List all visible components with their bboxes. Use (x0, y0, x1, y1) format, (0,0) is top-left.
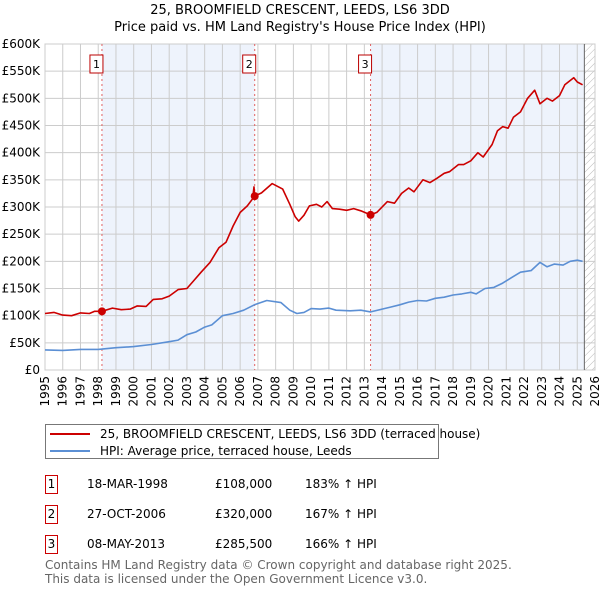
legend-line-red (50, 433, 90, 435)
table-row: 2 27-OCT-2006 £320,000 167% ↑ HPI (45, 505, 545, 525)
x-tick-label: 2021 (499, 376, 513, 407)
x-tick-label: 2025 (570, 376, 584, 407)
x-tick-label: 2023 (535, 376, 549, 407)
legend-line-blue (50, 450, 90, 452)
plot-border (44, 43, 596, 371)
sale-number-badge: 3 (45, 535, 58, 554)
x-tick-label: 1995 (38, 376, 52, 407)
x-tick-label: 2007 (251, 376, 265, 407)
x-tick-label: 2011 (322, 376, 336, 407)
y-tick-label: £350K (2, 173, 42, 187)
sale-label-number: 3 (362, 58, 369, 71)
price-paid-line (44, 76, 583, 317)
chart-title: 25, BROOMFIELD CRESCENT, LEEDS, LS6 3DD (150, 3, 450, 18)
sale-point (97, 307, 106, 316)
x-tick-label: 1998 (91, 376, 105, 407)
sale-label-box (358, 54, 373, 74)
x-tick-label: 2020 (482, 376, 496, 407)
x-tick-label: 1997 (73, 376, 87, 407)
legend-item-hpi: HPI: Average price, terraced house, Leed… (50, 443, 352, 459)
y-tick-label: £250K (2, 227, 42, 241)
y-tick-label: £400K (2, 146, 42, 160)
y-tick-label: £600K (2, 37, 42, 51)
y-tick-label: £100K (2, 309, 42, 323)
legend: 25, BROOMFIELD CRESCENT, LEEDS, LS6 3DD … (45, 424, 480, 459)
x-tick-label: 2024 (553, 376, 567, 407)
x-tick-label: 2018 (446, 376, 460, 407)
x-tick-label: 2012 (340, 376, 354, 407)
y-tick-label: £450K (2, 119, 42, 133)
x-tick-label: 2006 (233, 376, 247, 407)
x-tick-label: 2008 (269, 376, 283, 407)
x-tick-label: 2022 (517, 376, 531, 407)
x-tick-label: 2019 (464, 376, 478, 407)
sale-price: £320,000 (215, 507, 273, 521)
sale-date: 27-OCT-2006 (87, 507, 166, 521)
sale-date: 18-MAR-1998 (87, 477, 168, 491)
x-tick-label: 1999 (109, 376, 123, 407)
x-tick-label: 2000 (127, 376, 141, 407)
sale-hpi-change: 166% ↑ HPI (305, 537, 377, 551)
sale-point (366, 210, 375, 219)
x-tick-label: 2017 (428, 376, 442, 407)
y-tick-label: £50K (9, 336, 41, 350)
x-tick-label: 2005 (215, 376, 229, 407)
sale-number-badge: 1 (45, 475, 58, 494)
sale-label-box (242, 54, 257, 74)
y-tick-label: £0 (25, 363, 40, 377)
x-tick-label: 2003 (180, 376, 194, 407)
sale-number-badge: 2 (45, 505, 58, 524)
table-row: 3 08-MAY-2013 £285,500 166% ↑ HPI (45, 535, 545, 555)
y-tick-label: £300K (2, 200, 42, 214)
price-chart: £0 £50K £100K £150K £200K £250K £300K £350K £400… (2, 37, 600, 407)
sale-label-box (89, 54, 104, 74)
footer-copyright: Contains HM Land Registry data © Crown c… (45, 558, 512, 572)
x-tick-label: 2009 (286, 376, 300, 407)
table-row: 1 18-MAR-1998 £108,000 183% ↑ HPI (45, 475, 545, 495)
x-tick-label: 2002 (162, 376, 176, 407)
y-tick-label: £150K (2, 282, 42, 296)
x-tick-label: 2001 (144, 376, 158, 407)
x-tick-label: 2013 (357, 376, 371, 407)
x-tick-label: 2004 (198, 376, 212, 407)
y-tick-label: £550K (2, 64, 42, 78)
footer-licence: This data is licensed under the Open Gov… (45, 572, 428, 586)
hpi-line (44, 259, 583, 352)
chart-subtitle: Price paid vs. HM Land Registry's House … (114, 20, 486, 35)
sale-price: £285,500 (215, 537, 273, 551)
x-tick-label: 2010 (304, 376, 318, 407)
x-tick-label: 2026 (588, 376, 600, 407)
sale-label-number: 2 (246, 58, 253, 71)
legend-label-hpi: HPI: Average price, terraced house, Leed… (100, 444, 352, 458)
x-tick-label: 2014 (375, 376, 389, 407)
x-tick-label: 1996 (56, 376, 70, 407)
sale-point (250, 192, 259, 201)
sale-hpi-change: 167% ↑ HPI (305, 507, 377, 521)
sale-date: 08-MAY-2013 (87, 537, 166, 551)
x-tick-label: 2016 (411, 376, 425, 407)
legend-item-price: 25, BROOMFIELD CRESCENT, LEEDS, LS6 3DD … (50, 426, 480, 442)
x-tick-label: 2015 (393, 376, 407, 407)
sale-price: £108,000 (215, 477, 273, 491)
legend-label-price: 25, BROOMFIELD CRESCENT, LEEDS, LS6 3DD … (100, 427, 481, 441)
y-tick-label: £500K (2, 91, 42, 105)
y-tick-label: £200K (2, 254, 42, 268)
sale-label-number: 1 (93, 58, 100, 71)
sale-hpi-change: 183% ↑ HPI (305, 477, 377, 491)
